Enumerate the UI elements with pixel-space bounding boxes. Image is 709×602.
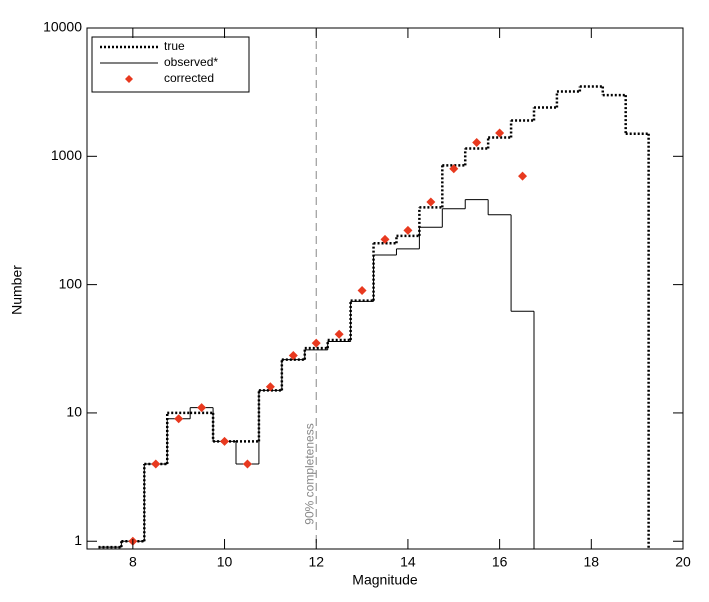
corrected-point	[334, 329, 344, 339]
x-tick-label: 18	[584, 554, 600, 570]
x-axis-label: Magnitude	[352, 572, 418, 588]
legend-label: true	[164, 39, 185, 53]
completeness-label: 90% completeness	[302, 423, 316, 524]
corrected-point	[403, 225, 413, 235]
x-tick-label: 10	[217, 554, 233, 570]
legend-box	[91, 36, 250, 93]
corrected-point	[265, 382, 275, 392]
corrected-point	[174, 414, 184, 424]
legend-swatch	[125, 75, 133, 83]
corrected-point	[449, 164, 459, 174]
corrected-point	[357, 285, 367, 295]
x-tick-label: 12	[308, 554, 324, 570]
corrected-point	[220, 436, 230, 446]
y-axis-label: Number	[9, 265, 25, 315]
x-tick-label: 14	[400, 554, 416, 570]
y-tick-label: 10	[66, 404, 82, 420]
corrected-point	[495, 128, 505, 138]
corrected-point	[518, 171, 528, 181]
y-tick-label: 1000	[51, 147, 82, 163]
corrected-point	[197, 403, 207, 413]
corrected-point	[472, 138, 482, 148]
plot-frame	[86, 27, 684, 550]
y-tick-label: 100	[59, 275, 83, 291]
y-tick-label: 10000	[43, 19, 82, 35]
legend-label: corrected	[164, 71, 214, 85]
corrected-point	[426, 197, 436, 207]
corrected-point	[242, 459, 252, 469]
corrected-point	[380, 234, 390, 244]
legend-label: observed*	[164, 55, 218, 69]
corrected-point	[288, 351, 298, 361]
x-tick-label: 20	[675, 554, 691, 570]
x-tick-label: 16	[492, 554, 508, 570]
x-tick-label: 8	[129, 554, 137, 570]
y-tick-label: 1	[74, 532, 82, 548]
plot-area	[98, 28, 650, 549]
corrected-point	[151, 459, 161, 469]
corrected-point	[311, 338, 321, 348]
